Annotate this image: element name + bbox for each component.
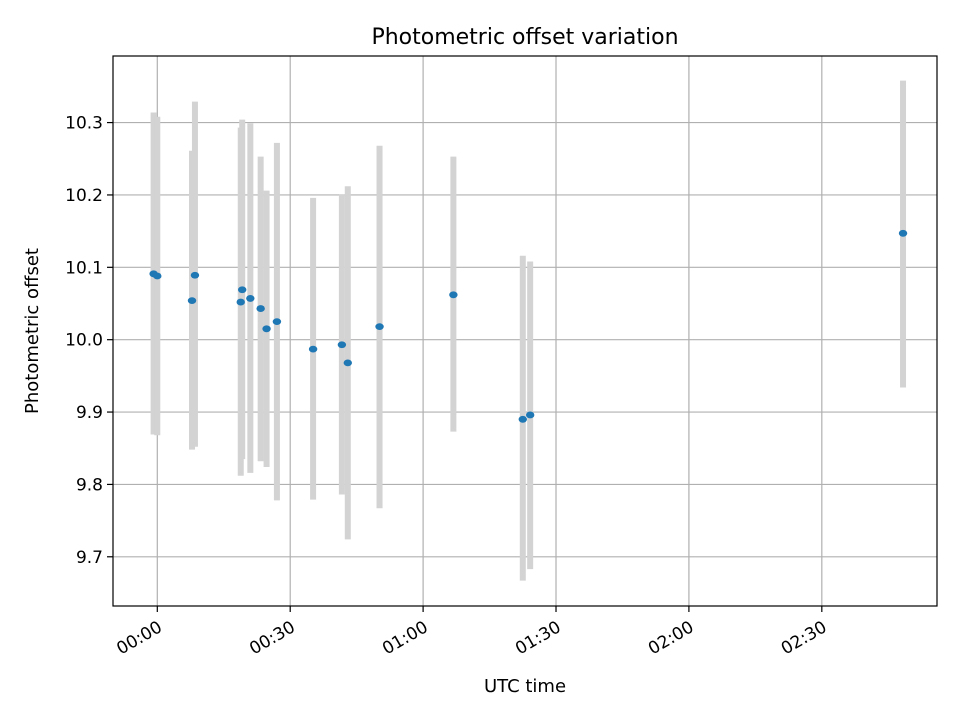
- data-point: [343, 359, 352, 367]
- data-points: [149, 229, 908, 423]
- data-point: [256, 305, 265, 312]
- data-point: [187, 297, 197, 305]
- data-point: [153, 272, 162, 280]
- y-tick-label: 10.1: [65, 258, 103, 278]
- data-point: [246, 295, 255, 302]
- data-point: [898, 229, 908, 237]
- data-point: [518, 415, 527, 423]
- data-point: [449, 291, 458, 299]
- y-axis-label: Photometric offset: [22, 248, 43, 414]
- data-point: [337, 341, 347, 349]
- y-tick-label: 9.8: [76, 475, 103, 495]
- data-point: [190, 271, 200, 279]
- y-tick-label: 10.3: [65, 114, 103, 134]
- data-point: [272, 318, 282, 325]
- y-tick-label: 9.7: [76, 548, 103, 568]
- plot-frame: [112, 55, 938, 607]
- y-axis-ticks: 9.7 9.8 9.9 10.0 10.1 10.2 10.3: [65, 114, 113, 568]
- data-point: [236, 298, 245, 306]
- y-tick-label: 10.2: [65, 186, 103, 206]
- data-point: [262, 325, 271, 333]
- data-point: [525, 411, 535, 419]
- chart-title: Photometric offset variation: [371, 25, 678, 50]
- data-point: [308, 345, 318, 353]
- data-point: [238, 286, 247, 294]
- y-tick-label: 10.0: [65, 331, 103, 351]
- y-tick-label: 9.9: [76, 403, 103, 423]
- data-point: [375, 323, 384, 331]
- x-axis-label: UTC time: [484, 676, 566, 697]
